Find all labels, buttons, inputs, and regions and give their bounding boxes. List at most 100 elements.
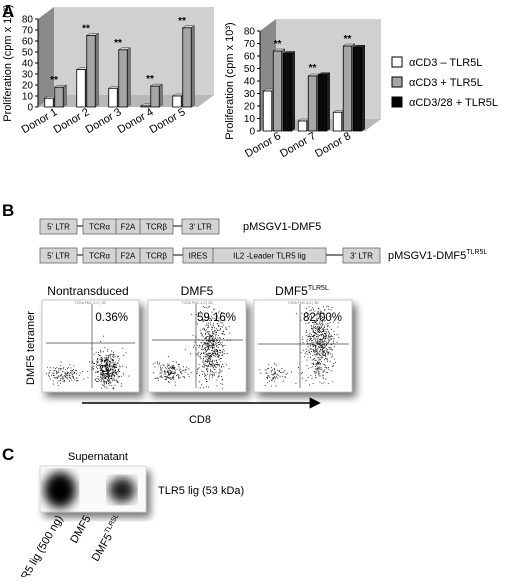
bar: [118, 49, 128, 108]
flow-plot-frame: [147, 299, 247, 393]
bar: [172, 95, 182, 108]
bar: [297, 120, 308, 132]
y-tick-label: 30: [22, 70, 34, 81]
significance-marker: **: [146, 74, 154, 85]
panel-label-b: B: [2, 201, 14, 220]
legend-item: αCD3/28 + TLR5L: [391, 96, 498, 109]
legend-item: αCD3 + TLR5L: [391, 76, 483, 89]
legend-swatch-grey: [391, 76, 403, 88]
bar: [332, 111, 343, 132]
bar: [44, 97, 54, 108]
segment-label: 3' LTR: [350, 252, 373, 261]
y-tick-label: 70: [244, 39, 256, 50]
bar-side: [361, 44, 365, 132]
blot-band: [44, 472, 76, 508]
segment-label: F2A: [121, 223, 136, 232]
y-tick-label: 80: [244, 27, 256, 38]
flow-plot-nontransduced: Nontransduced TCRA FMC-4.0 | 1B 0.36%: [41, 284, 140, 393]
bar: [272, 50, 283, 132]
bar: [342, 45, 353, 132]
flow-plot-header: TCRA FMC-4.0 | 1B: [74, 301, 106, 305]
panel-label-a: A: [2, 2, 14, 21]
bar: [317, 74, 328, 132]
category-label: Donor 5: [148, 106, 188, 136]
bar: [108, 87, 118, 108]
flow-event-dots: [46, 335, 130, 390]
bar: [86, 35, 96, 108]
segment-label: TCRβ: [146, 223, 167, 232]
bar-side: [127, 47, 131, 108]
flow-plot-header: TCRA FMC-4.0 | 2B: [181, 301, 213, 305]
y-axis-label: Proliferation (cpm x 10³): [224, 22, 236, 139]
legend-item: αCD3 – TLR5L: [391, 56, 482, 69]
blot-bands: [44, 472, 136, 508]
y-tick-label: 30: [244, 89, 256, 100]
flow-plot-title: DMF5: [181, 284, 214, 298]
y-tick-label: 0: [27, 103, 33, 114]
significance-marker: **: [114, 38, 122, 49]
flow-events: [46, 335, 130, 390]
y-tick-label: 80: [22, 15, 34, 26]
significance-marker: **: [178, 16, 186, 27]
segment-label: 5' LTR: [47, 252, 70, 261]
y-tick-label: 60: [244, 52, 256, 63]
bar-side: [159, 83, 163, 108]
legend-label: αCD3 – TLR5L: [409, 57, 482, 69]
flow-plot-dmf5: DMF5 TCRA FMC-4.0 | 2B 59.16%: [147, 284, 247, 393]
segment-label: TCRα: [89, 223, 110, 232]
panel-label-c: C: [2, 445, 14, 464]
legend-label: αCD3 + TLR5L: [409, 77, 483, 89]
bar-side: [326, 72, 330, 132]
y-axis-label: Proliferation (cpm x 10³): [2, 4, 14, 121]
construct-map-dmf5: 5' LTR TCRα F2A TCRβ 3' LTR pMSGV1-DMF5: [39, 218, 321, 235]
flow-plot-dmf5-tlr5l: DMF5TLR5L TCRA FMC-4.0 | 3B 82.00%: [253, 284, 353, 393]
segment-tcrb: [139, 247, 174, 264]
bar: [150, 85, 160, 108]
flow-percent: 59.16%: [197, 312, 236, 324]
segment-label: 3' LTR: [189, 223, 212, 232]
segment-label: F2A: [121, 252, 136, 261]
segment-label: TCRα: [89, 252, 110, 261]
lane-label: DMF5: [68, 514, 93, 546]
segment-label: 5' LTR: [47, 223, 70, 232]
flow-plot-title: DMF5TLR5L: [275, 284, 329, 298]
bar-side: [191, 25, 195, 108]
segment-3ltr: [181, 218, 220, 235]
flow-events: [259, 305, 340, 387]
construct-map-dmf5-tlr5l: 5' LTR TCRα F2A TCRβ IRES IL2 -Leader TL…: [39, 247, 487, 264]
category-label: Donor 1: [20, 106, 60, 136]
segment-label: TCRβ: [146, 252, 167, 261]
bar-side: [291, 51, 295, 132]
y-tick-label: 0: [249, 127, 255, 138]
category-label: Donor 4: [116, 106, 156, 136]
construct-name: pMSGV1-DMF5TLR5L: [388, 249, 487, 262]
segment-label: IRES: [189, 252, 208, 261]
flow-percent: 0.36%: [95, 312, 128, 324]
category-label: Donor 3: [84, 106, 124, 136]
flow-percent: 82.00%: [303, 312, 342, 324]
significance-marker: **: [274, 39, 282, 50]
flow-plot-title: Nontransduced: [47, 284, 128, 298]
segment-5ltr: [39, 218, 78, 235]
lane-label: DMF5TLR5L: [89, 513, 126, 564]
legend-swatch-white: [391, 56, 403, 68]
bar: [140, 105, 150, 108]
significance-marker: **: [344, 34, 352, 45]
lane-label: TLR5 lig (500 ng): [13, 514, 66, 578]
significance-marker: **: [82, 24, 90, 35]
segment-3ltr: [342, 247, 381, 264]
plot-side-wall: [38, 7, 54, 107]
y-tick-label: 10: [22, 92, 34, 103]
segment-il2-leader-tlr5-lig: [212, 247, 327, 264]
blot-band-label: TLR5 lig (53 kDa): [158, 485, 244, 497]
bar: [182, 27, 192, 108]
bar: [282, 53, 293, 132]
legend-label: αCD3/28 + TLR5L: [409, 97, 498, 109]
y-tick-label: 60: [22, 37, 34, 48]
segment-5ltr: [39, 247, 78, 264]
construct-name: pMSGV1-DMF5: [243, 221, 321, 233]
flow-x-axis-label: CD8: [189, 414, 211, 426]
flow-event-dots: [259, 305, 340, 387]
